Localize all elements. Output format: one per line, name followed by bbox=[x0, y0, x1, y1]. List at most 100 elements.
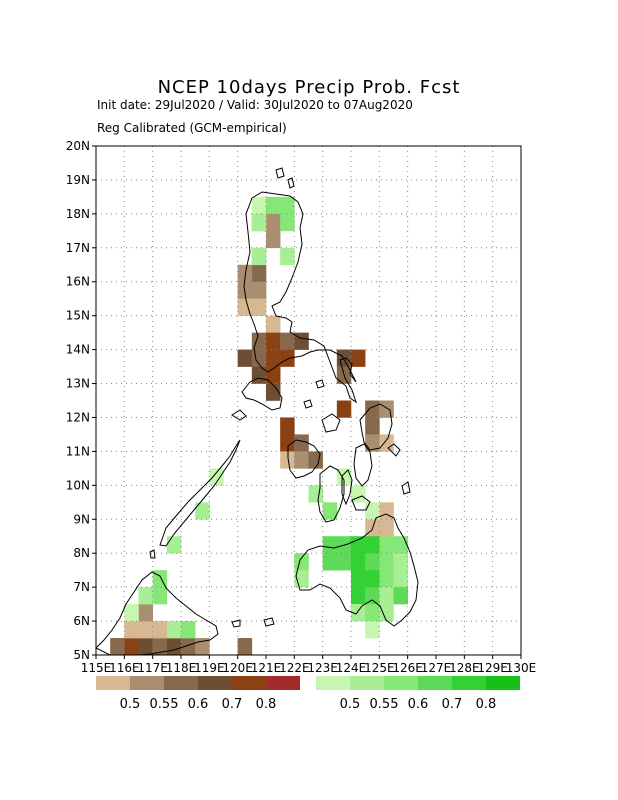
dry-prob-cell bbox=[124, 621, 139, 639]
wet-legend-label: 0.7 bbox=[442, 697, 463, 712]
dry-prob-cell bbox=[280, 451, 295, 469]
dry-prob-cell bbox=[336, 400, 352, 418]
wet-prob-cell bbox=[181, 621, 196, 639]
dry-prob-cell bbox=[294, 451, 309, 469]
dry-prob-cell bbox=[237, 638, 253, 656]
dry-prob-cell bbox=[351, 349, 366, 367]
wet-probability-legend: 0.5 0.55 0.6 0.7 0.8 bbox=[316, 676, 520, 712]
dry-prob-cell bbox=[251, 264, 267, 283]
dry-prob-cell bbox=[266, 366, 281, 384]
coastline bbox=[241, 377, 283, 411]
wet-prob-cell bbox=[251, 247, 267, 266]
wet-prob-cell bbox=[152, 587, 168, 605]
probability-cells bbox=[110, 196, 408, 656]
wet-prob-cell bbox=[379, 587, 394, 605]
wet-prob-cell bbox=[280, 247, 295, 266]
dry-prob-cell bbox=[166, 638, 182, 656]
dry-prob-cell bbox=[138, 638, 153, 656]
wet-prob-cell bbox=[351, 536, 366, 554]
lat-tick-label: 9N bbox=[73, 512, 90, 526]
dry-prob-cell bbox=[379, 519, 394, 537]
coastline bbox=[401, 481, 411, 495]
dry-legend-swatch bbox=[164, 676, 198, 690]
dry-prob-cell bbox=[138, 621, 153, 639]
wet-legend-label: 0.8 bbox=[476, 697, 497, 712]
wet-prob-cell bbox=[393, 536, 408, 554]
lat-tick-label: 13N bbox=[66, 377, 90, 391]
lon-tick-label: 122E bbox=[279, 661, 310, 675]
lat-tick-label: 16N bbox=[66, 275, 90, 289]
coastline bbox=[315, 379, 325, 389]
wet-prob-cell bbox=[379, 553, 394, 571]
calibration-method: Reg Calibrated (GCM-empirical) bbox=[97, 121, 287, 135]
lon-tick-label: 123E bbox=[307, 661, 338, 675]
dry-prob-cell bbox=[266, 230, 281, 249]
dry-prob-cell bbox=[266, 332, 281, 350]
wet-prob-cell bbox=[379, 570, 394, 588]
wet-legend-swatch bbox=[350, 676, 384, 690]
wet-prob-cell bbox=[393, 570, 408, 588]
map-title: NCEP 10days Precip Prob. Fcst bbox=[157, 77, 461, 98]
wet-prob-cell bbox=[166, 536, 182, 554]
dry-legend-label: 0.7 bbox=[222, 697, 243, 712]
dry-prob-cell bbox=[237, 349, 253, 367]
wet-prob-cell bbox=[280, 213, 295, 232]
dry-prob-cell bbox=[379, 400, 394, 418]
wet-prob-cell bbox=[280, 196, 295, 215]
lat-tick-label: 17N bbox=[66, 241, 90, 255]
init-valid-date: Init date: 29Jul2020 / Valid: 30Jul2020 … bbox=[97, 98, 413, 112]
coastline bbox=[295, 513, 419, 627]
lon-tick-label: 127E bbox=[421, 661, 452, 675]
lon-tick-label: 121E bbox=[251, 661, 282, 675]
dry-prob-cell bbox=[251, 281, 267, 299]
dry-prob-cell bbox=[251, 298, 267, 316]
coastlines bbox=[95, 167, 419, 656]
wet-prob-cell bbox=[308, 485, 323, 503]
dry-prob-cell bbox=[237, 298, 253, 316]
coastline bbox=[159, 439, 241, 547]
longitude-ticks: 115E116E117E118E119E120E121E122E123E124E… bbox=[81, 655, 537, 675]
lon-tick-label: 130E bbox=[506, 661, 537, 675]
coastline bbox=[263, 617, 275, 627]
dry-legend-label: 0.8 bbox=[256, 697, 277, 712]
dry-prob-cell bbox=[181, 638, 196, 656]
wet-prob-cell bbox=[351, 485, 366, 503]
wet-prob-cell bbox=[365, 536, 380, 554]
wet-prob-cell bbox=[266, 196, 281, 215]
wet-prob-cell bbox=[322, 536, 338, 554]
dry-prob-cell bbox=[308, 451, 323, 469]
coastline bbox=[341, 469, 353, 506]
dry-prob-cell bbox=[237, 264, 253, 283]
dry-prob-cell bbox=[294, 332, 309, 350]
coastline bbox=[287, 177, 295, 189]
dry-legend-label: 0.5 bbox=[120, 697, 141, 712]
dry-prob-cell bbox=[365, 417, 380, 435]
lon-tick-label: 128E bbox=[449, 661, 480, 675]
wet-prob-cell bbox=[351, 553, 366, 571]
wet-prob-cell bbox=[166, 621, 182, 639]
wet-prob-cell bbox=[393, 587, 408, 605]
wet-prob-cell bbox=[365, 621, 380, 639]
lon-tick-label: 115E bbox=[81, 661, 112, 675]
lon-tick-label: 117E bbox=[137, 661, 168, 675]
wet-prob-cell bbox=[379, 604, 394, 622]
wet-prob-cell bbox=[209, 468, 224, 486]
dry-prob-cell bbox=[280, 417, 295, 435]
coastline bbox=[243, 191, 357, 404]
dry-prob-cell bbox=[379, 434, 394, 452]
wet-legend-swatch bbox=[418, 676, 452, 690]
lon-tick-label: 129E bbox=[477, 661, 508, 675]
dry-legend-label: 0.55 bbox=[150, 697, 179, 712]
wet-prob-cell bbox=[336, 468, 352, 486]
coastline bbox=[317, 465, 345, 523]
lat-tick-label: 18N bbox=[66, 207, 90, 221]
dry-prob-cell bbox=[365, 434, 380, 452]
dry-prob-cell bbox=[266, 383, 281, 401]
lat-tick-label: 20N bbox=[66, 139, 90, 153]
dry-prob-cell bbox=[251, 332, 267, 350]
dry-probability-legend: 0.5 0.55 0.6 0.7 0.8 bbox=[96, 676, 300, 712]
wet-prob-cell bbox=[351, 604, 366, 622]
dry-prob-cell bbox=[110, 638, 125, 656]
coastline bbox=[303, 399, 313, 409]
